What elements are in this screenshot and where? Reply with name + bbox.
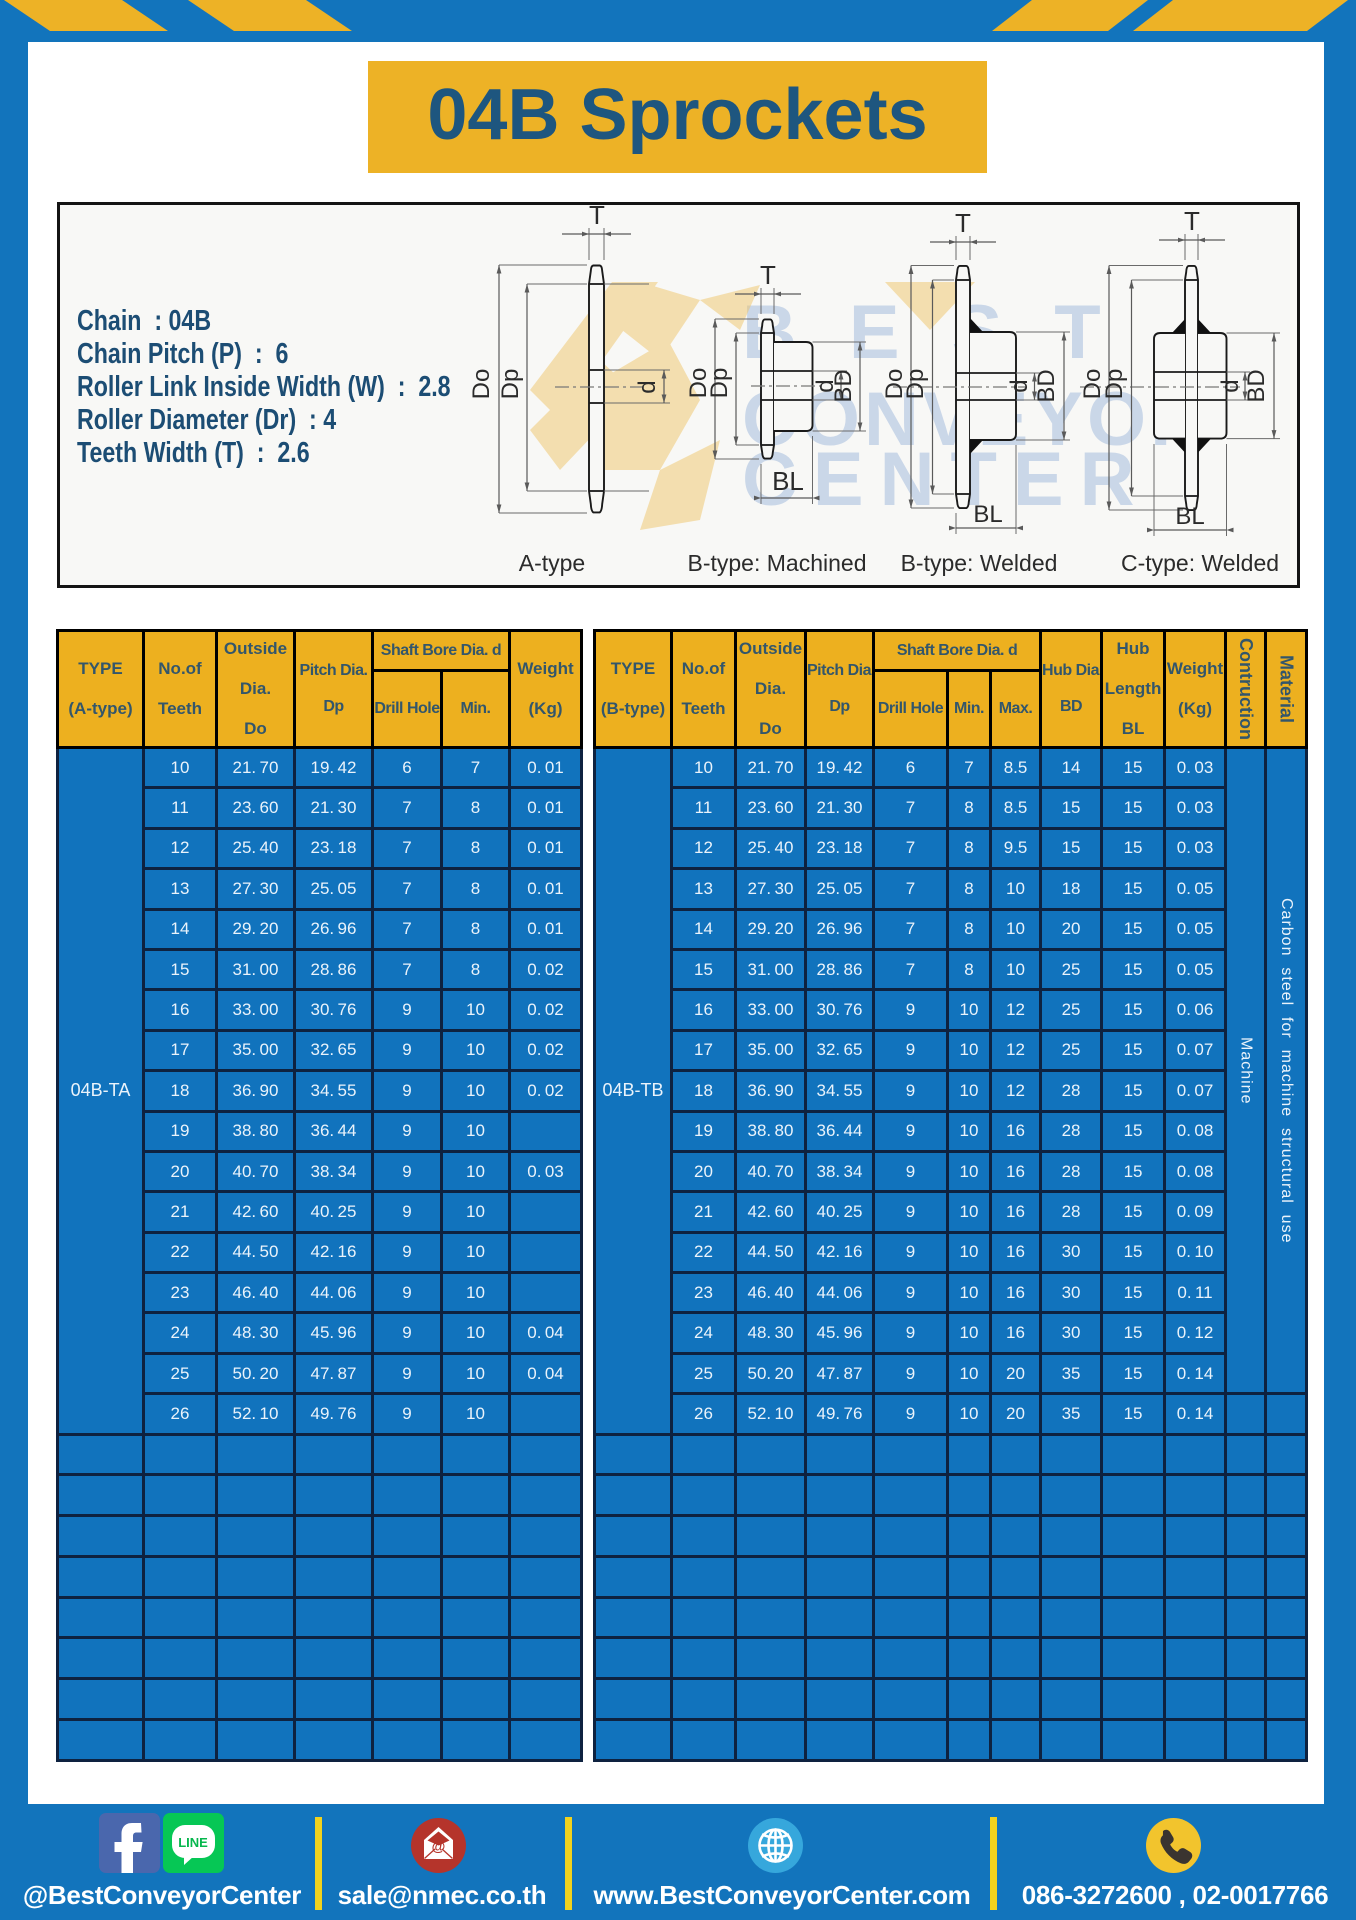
- svg-text:Dp: Dp: [497, 369, 524, 400]
- svg-text:BL: BL: [973, 501, 1002, 528]
- svg-text:B-type: Welded: B-type: Welded: [901, 550, 1058, 576]
- svg-text:d: d: [812, 379, 839, 392]
- svg-text:LINE: LINE: [178, 1835, 208, 1850]
- svg-text:Do: Do: [1079, 369, 1106, 400]
- svg-text:T: T: [760, 260, 776, 290]
- svg-text:BD: BD: [830, 369, 857, 402]
- svg-text:BL: BL: [1175, 503, 1204, 530]
- svg-text:Dp: Dp: [706, 368, 733, 399]
- svg-text:T: T: [955, 208, 971, 238]
- svg-text:Do: Do: [468, 369, 495, 400]
- svg-text:BD: BD: [1033, 369, 1060, 402]
- svg-text:Do: Do: [685, 368, 712, 399]
- svg-text:B-type: Machined: B-type: Machined: [688, 550, 867, 576]
- svg-text:d: d: [1006, 379, 1033, 392]
- svg-text:Dp: Dp: [1101, 369, 1128, 400]
- svg-text:BL: BL: [772, 466, 804, 496]
- svg-text:A-type: A-type: [519, 550, 585, 576]
- svg-text:d: d: [1217, 379, 1244, 392]
- svg-text:T: T: [1184, 206, 1200, 236]
- svg-text:C-type: Welded: C-type: Welded: [1121, 550, 1279, 576]
- svg-text:Dp: Dp: [902, 369, 929, 400]
- svg-text:d: d: [634, 380, 661, 393]
- svg-text:T: T: [589, 202, 605, 230]
- svg-text:BD: BD: [1243, 369, 1270, 402]
- svg-text:@: @: [432, 1838, 446, 1854]
- svg-text:Do: Do: [881, 369, 908, 400]
